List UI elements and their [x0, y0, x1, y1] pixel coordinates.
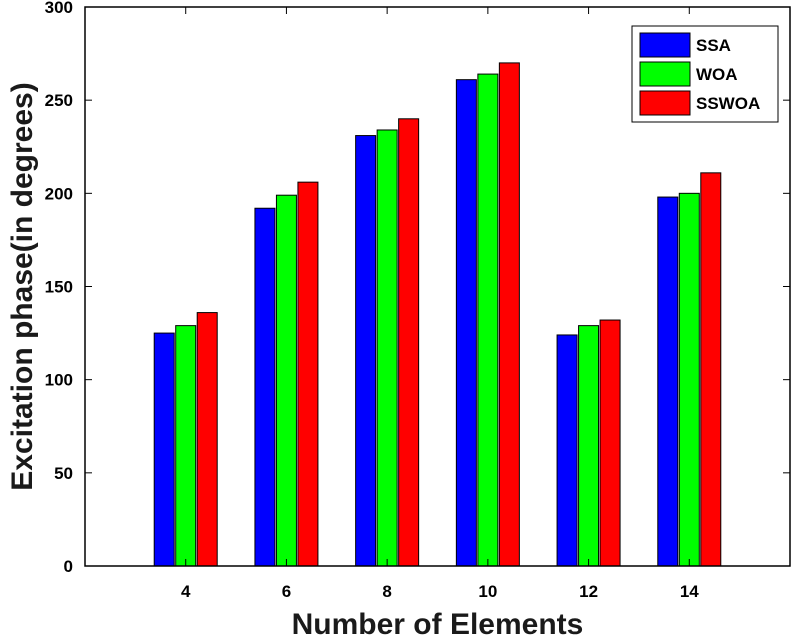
x-tick-label: 4 [181, 582, 191, 601]
bar-ssa-4 [153, 332, 175, 567]
legend-label-woa: WOA [696, 65, 738, 84]
y-tick-label: 0 [64, 557, 73, 576]
x-tick-label: 6 [282, 582, 291, 601]
bar-ssa-12 [556, 334, 578, 567]
bar-woa-14 [678, 192, 700, 567]
x-tick-label: 10 [478, 582, 497, 601]
legend-label-sswoa: SSWOA [696, 94, 760, 113]
x-tick-label: 8 [382, 582, 391, 601]
y-tick-label: 100 [45, 371, 73, 390]
bar-sswoa-6 [297, 181, 319, 567]
bar-woa-6 [275, 194, 297, 567]
ticks-layer: 0 50 100 150 200 250 300 4 6 8 10 12 14 [45, 0, 790, 601]
bar-woa-10 [477, 73, 499, 567]
legend: SSA WOA SSWOA [631, 25, 779, 123]
x-tick-label: 12 [579, 582, 598, 601]
bar-sswoa-8 [398, 118, 420, 567]
bar-sswoa-10 [498, 62, 520, 567]
legend-label-ssa: SSA [696, 36, 731, 55]
bar-sswoa-12 [599, 319, 621, 567]
bar-ssa-14 [657, 196, 679, 567]
bar-sswoa-14 [700, 172, 722, 567]
y-tick-label: 50 [54, 464, 73, 483]
y-tick-label: 300 [45, 0, 73, 17]
bar-ssa-6 [254, 207, 276, 567]
bar-ssa-8 [355, 135, 377, 567]
bar-sswoa-4 [196, 312, 218, 567]
bar-woa-12 [578, 325, 600, 567]
x-axis-title: Number of Elements [292, 608, 584, 639]
bar-woa-8 [376, 129, 398, 567]
y-tick-label: 250 [45, 91, 73, 110]
y-tick-label: 200 [45, 184, 73, 203]
legend-swatch-ssa [639, 32, 691, 58]
x-tick-label: 14 [680, 582, 699, 601]
bar-ssa-10 [455, 79, 477, 567]
bars-layer [153, 62, 722, 567]
y-axis-title: Excitation phase(in degrees) [6, 82, 39, 490]
legend-swatch-woa [639, 61, 691, 87]
bar-woa-4 [175, 325, 197, 567]
y-tick-label: 150 [45, 278, 73, 297]
legend-swatch-sswoa [639, 90, 691, 116]
